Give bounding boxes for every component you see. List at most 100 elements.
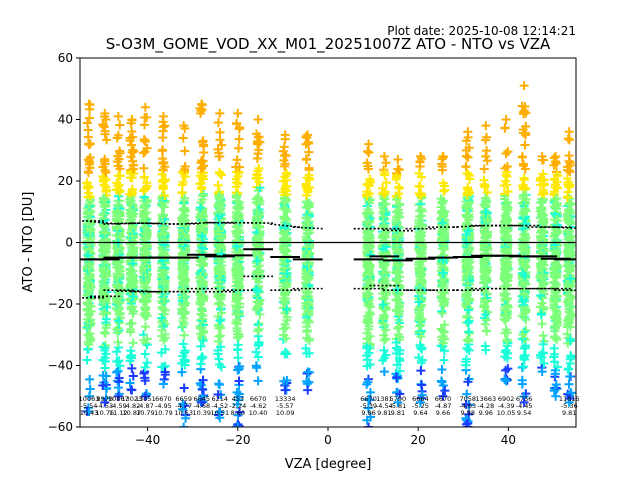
scatter-point <box>393 397 403 407</box>
scatter-point <box>280 385 290 395</box>
scatter-point <box>179 196 189 206</box>
scatter-point <box>416 342 426 352</box>
scatter-point <box>233 270 243 280</box>
scatter-point <box>139 163 149 173</box>
scatter-point <box>195 299 205 309</box>
scatter-point <box>181 413 191 423</box>
scatter-point <box>113 391 123 401</box>
scatter-point <box>394 205 404 215</box>
scatter-point <box>101 393 111 403</box>
scatter-point <box>100 239 110 249</box>
scatter-point <box>126 152 136 162</box>
scatter-point <box>125 205 135 215</box>
scatter-point <box>140 113 150 123</box>
scatter-point <box>83 125 93 135</box>
scatter-point <box>252 154 262 164</box>
scatter-point <box>213 118 223 128</box>
scatter-point <box>215 331 225 341</box>
scatter-point <box>393 232 403 242</box>
scatter-point <box>394 322 404 332</box>
scatter-point <box>198 385 208 395</box>
scatter-point <box>234 364 244 374</box>
scatter-point <box>85 191 95 201</box>
scatter-point <box>113 171 123 181</box>
scatter-point <box>253 166 263 176</box>
scatter-point <box>157 313 167 323</box>
scatter-point <box>253 340 263 350</box>
scatter-point <box>197 195 207 205</box>
scatter-point <box>198 375 208 385</box>
scatter-point <box>127 277 137 287</box>
scatter-point <box>363 334 373 344</box>
scatter-point <box>196 354 206 364</box>
scatter-point <box>278 176 288 186</box>
scatter-point <box>141 222 151 232</box>
scatter-point <box>391 172 401 182</box>
scatter-point <box>416 278 426 288</box>
scatter-point <box>84 199 94 209</box>
scatter-point <box>417 344 427 354</box>
scatter-point <box>100 328 110 338</box>
scatter-point <box>85 157 95 167</box>
scatter-point <box>100 397 110 407</box>
scatter-point <box>232 191 242 201</box>
scatter-point <box>82 355 92 365</box>
scatter-point <box>159 295 169 305</box>
scatter-point <box>86 318 96 328</box>
scatter-point <box>177 264 187 274</box>
scatter-point <box>255 309 265 319</box>
scatter-point <box>113 366 123 376</box>
scatter-point <box>98 120 108 130</box>
scatter-point <box>251 347 261 357</box>
scatter-point <box>362 158 372 168</box>
scatter-point <box>114 356 124 366</box>
bin-stat-label: 10.79 <box>154 409 173 417</box>
scatter-point <box>100 108 110 118</box>
scatter-point <box>232 155 242 165</box>
scatter-point <box>214 256 224 266</box>
scatter-point <box>393 323 403 333</box>
scatter-point <box>216 342 226 352</box>
scatter-point <box>140 362 150 372</box>
scatter-point <box>180 301 190 311</box>
scatter-point <box>127 147 137 157</box>
scatter-point <box>215 108 225 118</box>
scatter-point <box>214 379 224 389</box>
scatter-point <box>178 133 188 143</box>
scatter-point <box>303 201 313 211</box>
scatter-point <box>99 264 109 274</box>
scatter-point <box>86 301 96 311</box>
scatter-point <box>301 155 311 165</box>
scatter-point <box>112 157 122 167</box>
scatter-point <box>139 272 149 282</box>
scatter-point <box>140 263 150 273</box>
scatter-point <box>101 115 111 125</box>
scatter-point <box>215 168 225 178</box>
scatter-point <box>215 413 225 423</box>
scatter-point <box>101 271 111 281</box>
scatter-point <box>232 242 242 252</box>
scatter-point <box>303 130 313 140</box>
scatter-point <box>102 135 112 145</box>
scatter-point <box>98 309 108 319</box>
scatter-point <box>199 161 209 171</box>
scatter-point <box>140 376 150 386</box>
scatter-point <box>301 213 311 223</box>
scatter-point <box>178 263 188 273</box>
scatter-point <box>280 204 290 214</box>
scatter-point <box>84 391 94 401</box>
scatter-point <box>253 301 263 311</box>
scatter-point <box>177 367 187 377</box>
scatter-point <box>125 352 135 362</box>
scatter-point <box>100 159 110 169</box>
scatter-point <box>232 118 242 128</box>
scatter-point <box>160 162 170 172</box>
scatter-point <box>125 172 135 182</box>
scatter-point <box>253 376 263 386</box>
scatter-point <box>114 180 124 190</box>
scatter-point <box>417 380 427 390</box>
scatter-point <box>302 242 312 252</box>
scatter-point <box>214 354 224 364</box>
scatter-point <box>158 304 168 314</box>
scatter-point <box>199 220 209 230</box>
